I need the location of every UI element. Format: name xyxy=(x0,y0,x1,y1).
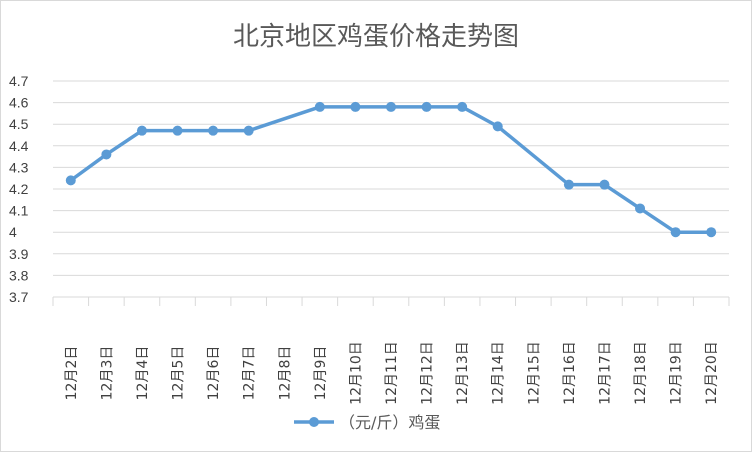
y-axis-ticks: 3.7 3.8 3.9 4 4.1 4.2 4.3 4.4 4.5 4.6 4.7 xyxy=(9,73,29,305)
legend: （元/斤）鸡蛋 xyxy=(294,413,440,432)
x-tick-label: 12月11日 xyxy=(384,341,400,405)
x-tick-label: 12月15日 xyxy=(526,341,542,405)
y-tick-label: 4.2 xyxy=(9,181,29,197)
y-tick-label: 4.7 xyxy=(9,73,29,89)
chart-title: 北京地区鸡蛋价格走势图 xyxy=(233,22,519,52)
x-tick-label: 12月12日 xyxy=(420,341,436,405)
data-point xyxy=(136,125,147,136)
x-tick-label: 12月5日 xyxy=(171,346,187,401)
x-tick-label: 12月13日 xyxy=(455,341,471,405)
x-tick-label: 12月18日 xyxy=(633,341,649,405)
data-point xyxy=(635,203,646,214)
x-tick-label: 12月14日 xyxy=(491,341,507,405)
data-point xyxy=(172,125,183,136)
series-line xyxy=(65,101,717,238)
x-tick-label: 12月9日 xyxy=(313,346,329,401)
y-tick-label: 4.1 xyxy=(9,203,29,219)
x-tick-label: 12月19日 xyxy=(669,341,685,405)
x-tick-label: 12月3日 xyxy=(99,346,115,401)
x-tick-label: 12月10日 xyxy=(348,341,364,405)
y-tick-label: 3.9 xyxy=(9,246,29,262)
data-point xyxy=(457,101,468,112)
data-point xyxy=(243,125,254,136)
data-point xyxy=(208,125,219,136)
y-tick-label: 3.8 xyxy=(9,267,29,283)
data-point xyxy=(350,101,361,112)
data-point xyxy=(706,227,717,238)
data-point xyxy=(563,179,574,190)
data-point xyxy=(599,179,610,190)
series-line-path xyxy=(69,105,712,234)
x-tick-label: 12月4日 xyxy=(135,346,151,401)
data-point xyxy=(670,227,681,238)
data-point xyxy=(386,101,396,112)
y-tick-label: 3.7 xyxy=(9,289,29,305)
x-tick-label: 12月2日 xyxy=(64,346,80,401)
x-axis: 12月2日 12月3日 12月4日 12月5日 12月6日 12月7日 12月8日 12月9日… xyxy=(52,297,730,405)
data-point xyxy=(421,101,432,112)
data-point xyxy=(492,121,503,132)
data-point xyxy=(65,175,76,186)
y-tick-label: 4.6 xyxy=(9,95,29,111)
x-tick-label: 12月6日 xyxy=(206,346,222,401)
legend-dot-marker xyxy=(309,417,319,427)
x-tick-label: 12月17日 xyxy=(597,341,613,405)
y-tick-label: 4.3 xyxy=(9,159,29,175)
data-point xyxy=(101,149,112,160)
y-tick-label: 4 xyxy=(9,224,17,240)
y-tick-label: 4.5 xyxy=(9,116,29,132)
y-tick-label: 4.4 xyxy=(9,138,29,154)
x-tick-label: 12月16日 xyxy=(562,341,578,405)
legend-label: （元/斤）鸡蛋 xyxy=(339,413,440,432)
gridlines xyxy=(53,80,729,298)
x-tick-label: 12月7日 xyxy=(242,346,258,401)
x-tick-label: 12月20日 xyxy=(704,341,720,405)
x-tick-label: 12月8日 xyxy=(277,346,293,401)
data-point xyxy=(314,101,325,112)
